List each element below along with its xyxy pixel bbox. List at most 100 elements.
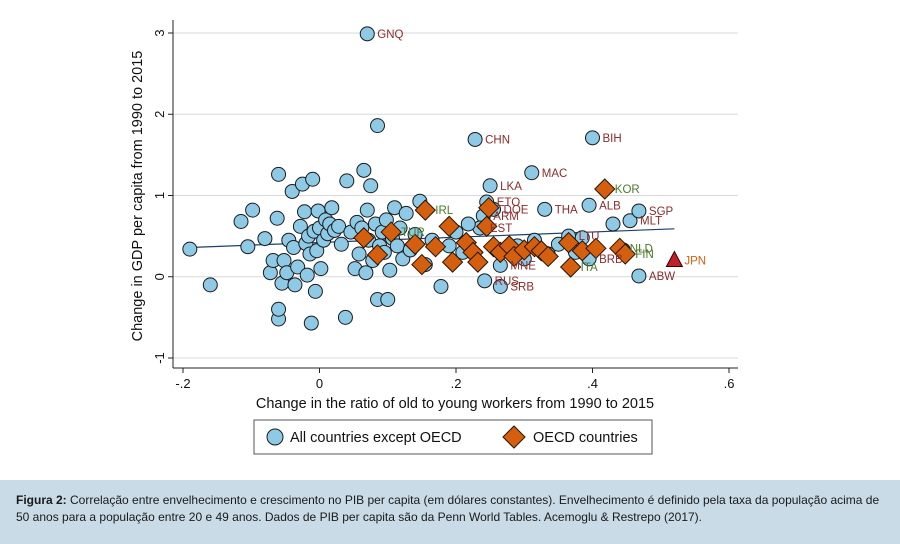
scatter-point-circle (182, 241, 198, 257)
scatter-point-circle (245, 202, 261, 218)
point-label: SRB (510, 282, 534, 294)
scatter-point-circle (581, 197, 597, 213)
y-tick-label: -1 (152, 352, 167, 364)
caption-lead: Figura 2: (16, 493, 67, 507)
legend-box (253, 419, 653, 455)
point-label: EST (490, 223, 512, 235)
point-label: ARM (493, 211, 519, 223)
scatter-point-circle (492, 279, 508, 294)
scatter-point-circle (370, 118, 386, 134)
x-tick-label: .2 (451, 376, 462, 391)
scatter-point-circle (382, 262, 398, 278)
scatter-point-circle (433, 279, 449, 294)
scatter-point-circle (269, 210, 285, 226)
x-axis-title: Change in the ratio of old to young work… (256, 396, 654, 412)
legend-label-non-oecd: All countries except OECD (290, 430, 462, 446)
scatter-point-diamond (411, 253, 433, 276)
scatter-point-circle (524, 165, 540, 181)
y-tick-label: 2 (152, 111, 167, 118)
scatter-point-circle (337, 309, 353, 325)
scatter-point-circle (356, 162, 372, 178)
y-tick-label: 3 (152, 29, 167, 36)
point-label: KOR (615, 184, 640, 196)
point-label: JPN (684, 256, 706, 268)
point-label: FIN (635, 249, 654, 261)
point-label: IRL (435, 205, 454, 217)
scatter-point-diamond (476, 215, 498, 238)
scatter-point-circle (299, 267, 315, 283)
scatter-point-diamond (366, 244, 389, 266)
x-tick-label: 0 (316, 376, 323, 391)
data-marks (182, 26, 684, 331)
legend-diamond-marker (502, 425, 526, 449)
point-label: NLD (630, 243, 653, 255)
scatter-point-circle (240, 239, 256, 255)
point-label: ETO (497, 197, 520, 209)
scatter-point-circle (271, 301, 287, 317)
point-label: SGP (649, 206, 674, 218)
scatter-point-circle (380, 292, 396, 307)
point-label: MNE (510, 260, 536, 272)
scatter-point-diamond (585, 237, 607, 260)
scatter-point-circle (622, 213, 638, 229)
point-label: ABW (649, 271, 675, 283)
scatter-point-circle (305, 171, 321, 187)
scatter-point-circle (631, 203, 647, 219)
point-label: LKA (500, 181, 522, 193)
scatter-point-circle (290, 259, 306, 275)
figure-caption: Figura 2: Correlação entre envelheciment… (0, 480, 900, 544)
scatter-point-diamond (404, 233, 426, 255)
scatter-point-circle (257, 231, 273, 247)
point-label: BIH (603, 133, 622, 145)
point-label: BRB (599, 254, 623, 266)
scatter-point-circle (309, 243, 325, 259)
scatter-point-circle (296, 204, 312, 220)
point-label: DOE (504, 204, 529, 216)
scatter-chart: -1 0 1 2 3 -.2 0 .2 .4 .6 GNQ CHN BIH MAC LKA ETO DOE TH… (130, 20, 738, 455)
scatter-point-diamond (353, 227, 375, 249)
scatter-point-circle (262, 265, 278, 281)
scatter-point-circle (467, 131, 483, 147)
point-label: TUR (401, 227, 425, 239)
scatter-point-diamond (478, 196, 500, 219)
scatter-point-circle (324, 200, 340, 216)
scatter-point-circle (537, 201, 553, 217)
scatter-point-circle (358, 265, 374, 281)
scatter-point-circle (333, 236, 349, 252)
scatter-point-diamond (557, 231, 580, 254)
scatter-point-diamond (467, 251, 489, 273)
scatter-point-circle (477, 273, 493, 289)
scatter-point-diamond (537, 245, 559, 268)
scatter-point-circle (202, 277, 218, 293)
scatter-point-circle (363, 178, 379, 194)
scatter-point-diamond (441, 251, 464, 273)
scatter-point-circle (339, 173, 355, 189)
scatter-point-diamond (438, 215, 460, 238)
scatter-point-circle (303, 315, 319, 331)
scatter-point-circle (331, 218, 347, 234)
scatter-point-circle (313, 261, 329, 277)
scatter-point-circle (276, 253, 292, 268)
scatter-point-diamond (424, 235, 447, 258)
scatter-point-circle (460, 216, 476, 232)
legend-label-oecd: OECD countries (533, 430, 638, 446)
scatter-point-diamond (414, 199, 436, 221)
scatter-point-diamond (559, 256, 582, 278)
scatter-point-circle (482, 178, 498, 194)
y-tick-label: 1 (152, 192, 167, 199)
scatter-point-circle (631, 268, 647, 284)
scatter-point-circle (359, 26, 375, 42)
scatter-point-circle (359, 202, 375, 218)
scatter-point-circle (233, 214, 249, 229)
x-tick-label: -.2 (175, 376, 190, 391)
point-label: CHN (485, 134, 510, 146)
axes: -1 0 1 2 3 -.2 0 .2 .4 .6 (152, 20, 738, 391)
scatter-point-circle (351, 246, 367, 262)
scatter-point-circle (605, 216, 621, 232)
legend: All countries except OECD OECD countries (253, 419, 653, 455)
scatter-point-circle (284, 183, 300, 199)
point-label: THA (555, 204, 578, 216)
scatter-point-circle (585, 130, 600, 146)
